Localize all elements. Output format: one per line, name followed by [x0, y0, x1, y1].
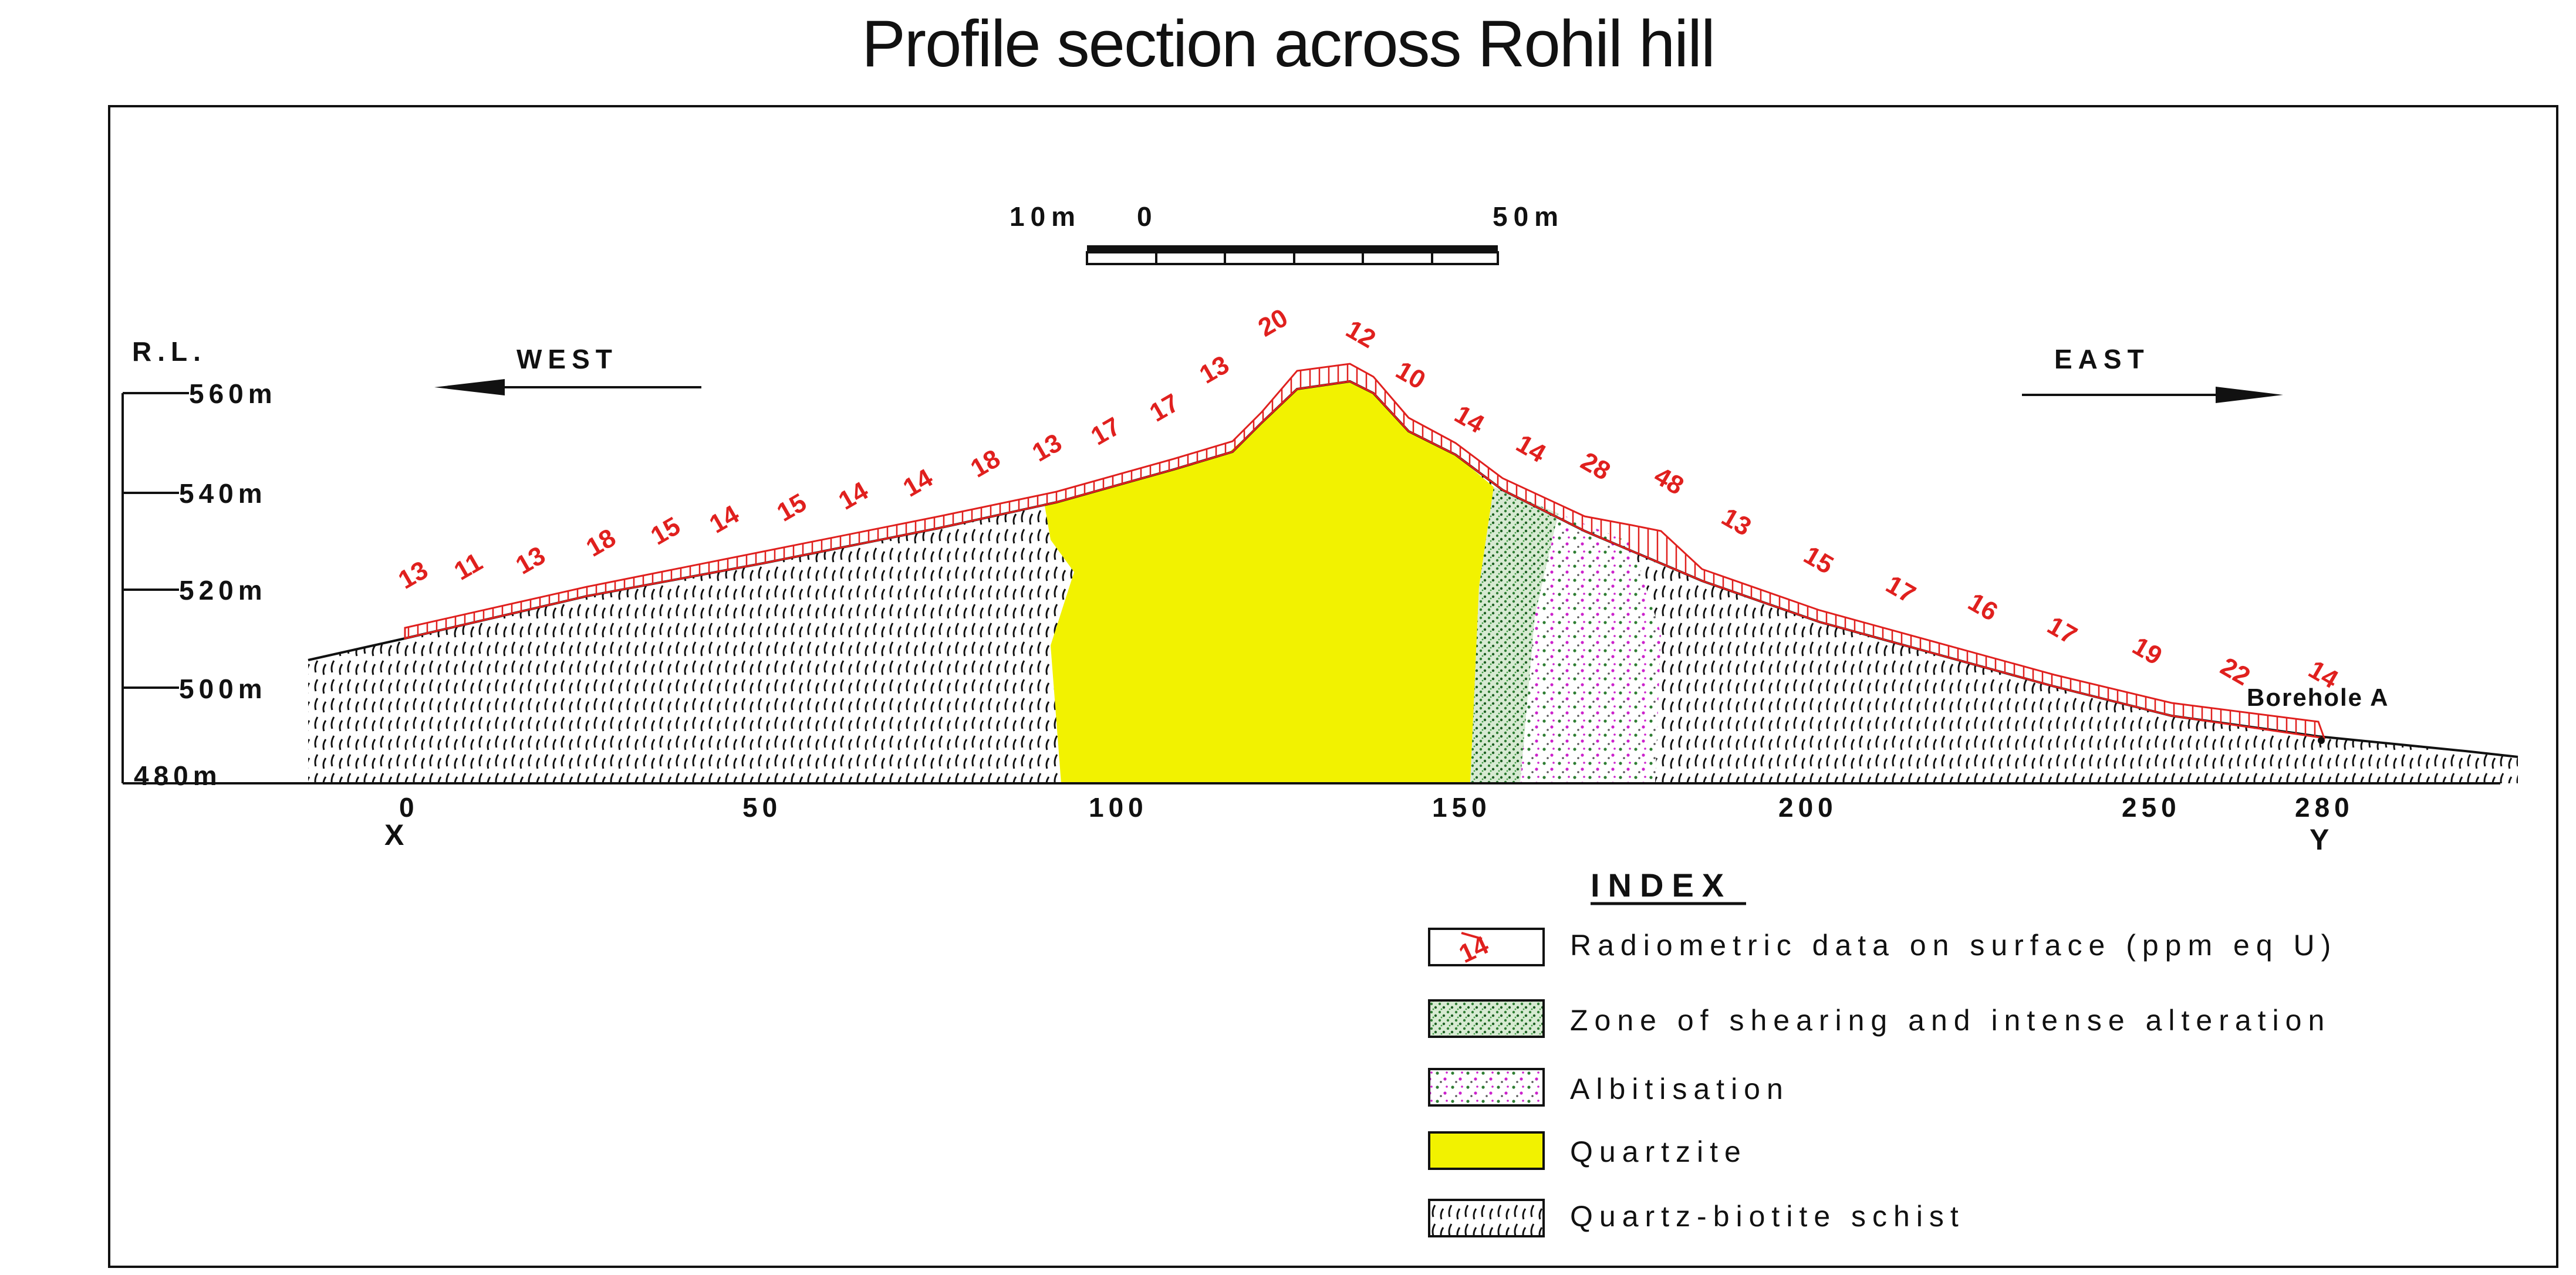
- radiometric-value: 17: [1086, 412, 1126, 451]
- west-label: WEST: [516, 344, 618, 374]
- radiometric-value: 48: [1649, 461, 1689, 500]
- radiometric-value: 12: [1341, 314, 1380, 354]
- legend-item-radiometric: 14 Radiometric data on surface (ppm eq U…: [1428, 928, 2337, 969]
- radiometric-value: 13: [1028, 428, 1067, 468]
- scale-left-label: 10m: [1010, 201, 1081, 232]
- distance-tick-100: 100: [1089, 792, 1148, 823]
- radiometric-value: 13: [394, 556, 433, 595]
- scale-zero-label: 0: [1137, 201, 1158, 232]
- legend-item-albite: Albitisation: [1428, 1068, 1790, 1107]
- radiometric-value: 14: [834, 476, 873, 515]
- elevation-tick-500: 500m: [179, 674, 267, 704]
- radiometric-value: 13: [1717, 502, 1756, 542]
- rl-label: R.L.: [132, 336, 207, 367]
- radiometric-value: 14: [899, 463, 938, 502]
- distance-axis: 0 50 100 150 200 250 280 X Y: [384, 792, 2354, 856]
- radiometric-value: 17: [2042, 611, 2082, 650]
- elevation-tick-520: 520m: [179, 575, 267, 606]
- legend-label: Albitisation: [1570, 1073, 1790, 1105]
- legend-item-schist: Quartz-biotite schist: [1428, 1199, 1965, 1237]
- radiometric-value: 14: [705, 499, 744, 539]
- legend-label: Radiometric data on surface (ppm eq U): [1570, 929, 2337, 962]
- scale-right-label: 50m: [1493, 201, 1564, 232]
- legend-label: Zone of shearing and intense alteration: [1570, 1004, 2331, 1037]
- section-end-label: Y: [2310, 823, 2329, 856]
- radiometric-value: 15: [1799, 540, 1838, 580]
- radiometric-value: 14: [1450, 400, 1489, 439]
- distance-tick-50: 50: [742, 792, 782, 823]
- radiometric-value: 17: [1881, 570, 1920, 609]
- radiometric-value: 14: [1511, 429, 1551, 468]
- figure-title: Profile section across Rohil hill: [862, 7, 1716, 80]
- legend-label: Quartz-biotite schist: [1570, 1200, 1965, 1233]
- radiometric-value: 15: [772, 488, 812, 527]
- radiometric-value: 13: [511, 541, 551, 580]
- borehole-marker: [2318, 737, 2325, 744]
- distance-tick-200: 200: [1778, 792, 1838, 823]
- radiometric-value: 10: [1391, 356, 1430, 395]
- distance-tick-150: 150: [1432, 792, 1491, 823]
- legend-item-shear: Zone of shearing and intense alteration: [1428, 999, 2331, 1038]
- radiometric-value: 15: [646, 512, 686, 551]
- direction-west: WEST: [434, 344, 701, 395]
- albitisation-zone: [1520, 513, 1661, 783]
- borehole-label: Borehole A: [2247, 684, 2389, 711]
- quartzite-unit: [1045, 381, 1494, 783]
- legend-label: Quartzite: [1570, 1135, 1747, 1168]
- radiometric-value: 18: [582, 523, 621, 563]
- legend-item-quartzite: Quartzite: [1428, 1131, 1747, 1170]
- radiometric-value: 20: [1254, 303, 1293, 343]
- radiometric-value: 11: [450, 547, 488, 586]
- scale-bar: 10m 0 50m: [1010, 201, 1564, 265]
- elevation-tick-540: 540m: [179, 478, 267, 509]
- elevation-tick-480: 480m: [134, 760, 222, 791]
- radiometric-value: 28: [1576, 447, 1615, 486]
- radiometric-value: 13: [1195, 350, 1234, 390]
- distance-tick-280: 280: [2295, 792, 2354, 823]
- radiometric-value: 17: [1145, 388, 1184, 428]
- radiometric-value: 18: [966, 444, 1005, 483]
- radiometric-surface-strip: [404, 363, 2326, 739]
- radiometric-value: 16: [1963, 587, 2003, 627]
- section-start-label: X: [384, 819, 404, 851]
- elevation-tick-560: 560m: [189, 378, 277, 409]
- direction-east: EAST: [2022, 344, 2283, 403]
- elevation-axis: R.L. 560m 540m 520m 500m 480m: [121, 336, 277, 791]
- radiometric-value: 19: [2128, 631, 2167, 671]
- legend-title: INDEX: [1591, 867, 1732, 904]
- legend: INDEX 14 Radiometric data on surface (pp…: [1428, 867, 2337, 1237]
- east-label: EAST: [2054, 344, 2150, 374]
- shear-zone: [1470, 487, 1558, 783]
- distance-tick-250: 250: [2122, 792, 2181, 823]
- geologic-section: [123, 363, 2518, 784]
- distance-tick-0: 0: [399, 792, 419, 823]
- figure-frame: [108, 105, 2558, 1268]
